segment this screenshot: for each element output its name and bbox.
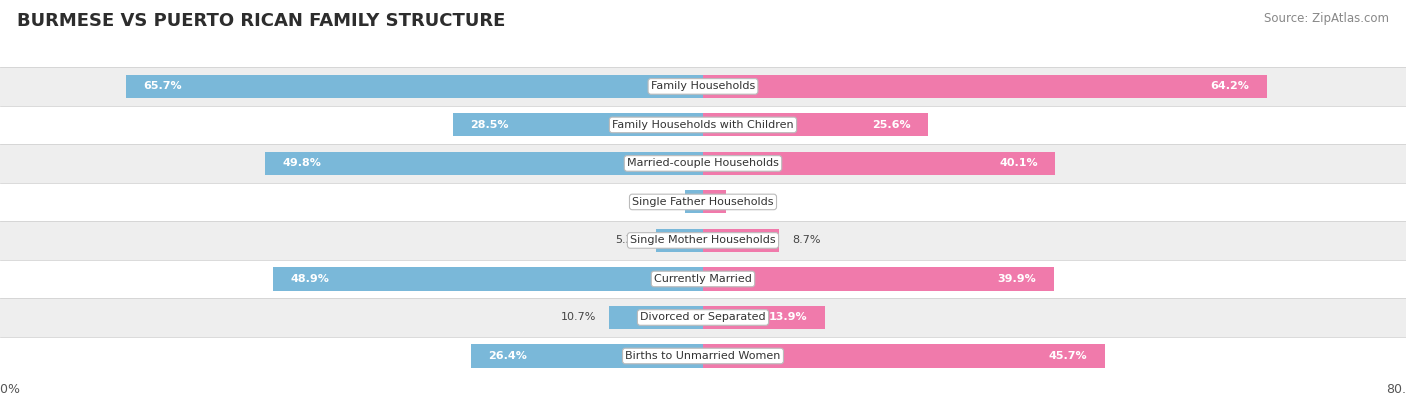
Text: 65.7%: 65.7% — [143, 81, 181, 91]
Text: 10.7%: 10.7% — [561, 312, 596, 322]
Bar — [471, 344, 703, 367]
Bar — [703, 306, 825, 329]
Bar — [0, 260, 1406, 298]
Text: 5.3%: 5.3% — [614, 235, 644, 245]
Bar — [0, 67, 1406, 105]
Text: Family Households: Family Households — [651, 81, 755, 91]
Bar — [686, 190, 703, 213]
Text: Currently Married: Currently Married — [654, 274, 752, 284]
Text: Source: ZipAtlas.com: Source: ZipAtlas.com — [1264, 12, 1389, 25]
Bar — [0, 182, 1406, 221]
Bar — [0, 144, 1406, 182]
Text: Births to Unmarried Women: Births to Unmarried Women — [626, 351, 780, 361]
Bar — [0, 221, 1406, 260]
Text: 8.7%: 8.7% — [793, 235, 821, 245]
Bar — [703, 229, 779, 252]
Bar — [703, 344, 1105, 367]
Text: Divorced or Separated: Divorced or Separated — [640, 312, 766, 322]
Text: 48.9%: 48.9% — [291, 274, 330, 284]
Text: 28.5%: 28.5% — [470, 120, 509, 130]
Text: 2.6%: 2.6% — [740, 197, 768, 207]
Text: Single Mother Households: Single Mother Households — [630, 235, 776, 245]
Bar — [703, 267, 1053, 291]
Text: 13.9%: 13.9% — [769, 312, 807, 322]
Text: 39.9%: 39.9% — [997, 274, 1036, 284]
Text: Married-couple Households: Married-couple Households — [627, 158, 779, 168]
Text: 26.4%: 26.4% — [489, 351, 527, 361]
Bar — [657, 229, 703, 252]
Bar — [703, 113, 928, 136]
Text: 64.2%: 64.2% — [1211, 81, 1250, 91]
Bar — [0, 298, 1406, 337]
Text: 25.6%: 25.6% — [872, 120, 911, 130]
Text: Family Households with Children: Family Households with Children — [612, 120, 794, 130]
Text: 2.0%: 2.0% — [644, 197, 672, 207]
Text: Single Father Households: Single Father Households — [633, 197, 773, 207]
Bar — [273, 267, 703, 291]
Bar — [609, 306, 703, 329]
Text: 40.1%: 40.1% — [1000, 158, 1038, 168]
Bar — [125, 75, 703, 98]
Bar — [0, 337, 1406, 375]
Text: BURMESE VS PUERTO RICAN FAMILY STRUCTURE: BURMESE VS PUERTO RICAN FAMILY STRUCTURE — [17, 12, 505, 30]
Bar — [0, 105, 1406, 144]
Bar — [703, 152, 1056, 175]
Bar — [703, 75, 1267, 98]
Bar — [703, 190, 725, 213]
Text: 49.8%: 49.8% — [283, 158, 322, 168]
Text: 45.7%: 45.7% — [1049, 351, 1087, 361]
Bar — [453, 113, 703, 136]
Bar — [266, 152, 703, 175]
